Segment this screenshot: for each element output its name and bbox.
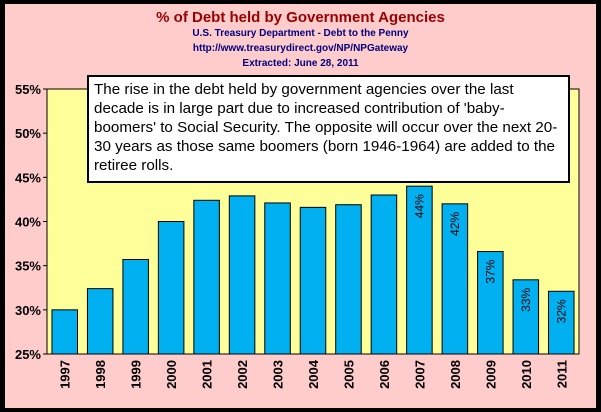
- bar-2005: [335, 204, 362, 355]
- bar-2006: [370, 194, 398, 355]
- bar-2002: [228, 195, 256, 355]
- bar-2004: [299, 206, 327, 355]
- x-tick-label: 2002: [235, 360, 250, 389]
- data-label: 44%: [412, 194, 426, 218]
- source-url: http://www.treasurydirect.gov/NP/NPGatew…: [192, 43, 409, 54]
- x-tick-label: 2007: [412, 360, 427, 389]
- y-tick-label: 55%: [15, 82, 41, 97]
- bar-1999: [122, 258, 149, 355]
- x-tick-label: 2008: [448, 360, 463, 389]
- bar-2011: [547, 290, 575, 355]
- data-label: 33%: [519, 287, 533, 311]
- y-tick-label: 40%: [15, 215, 41, 230]
- x-tick-label: 2000: [164, 360, 179, 389]
- x-tick-label: 1997: [58, 360, 73, 389]
- bar-2000: [157, 221, 185, 355]
- data-label: 37%: [483, 259, 497, 283]
- bar-2007: [406, 185, 433, 355]
- chart-title: % of Debt held by Government Agencies: [156, 9, 445, 26]
- bar-1997: [51, 309, 79, 355]
- source-line-1: U.S. Treasury Department - Debt to the P…: [192, 28, 409, 39]
- x-tick-label: 1999: [129, 360, 144, 389]
- x-tick-label: 1998: [93, 360, 108, 389]
- x-tick-label: 2006: [377, 360, 392, 389]
- x-tick-label: 2003: [271, 360, 286, 389]
- y-tick-label: 25%: [15, 347, 41, 362]
- bar-2008: [441, 203, 469, 355]
- y-tick-label: 50%: [15, 126, 41, 141]
- bar-2003: [264, 202, 291, 355]
- extraction-date: Extracted: June 28, 2011: [242, 58, 359, 69]
- x-tick-label: 2005: [341, 360, 356, 389]
- y-tick-label: 30%: [15, 303, 41, 318]
- bar-2010: [512, 279, 540, 355]
- bar-2009: [477, 251, 504, 355]
- data-label: 42%: [448, 212, 462, 236]
- x-tick-label: 2009: [483, 360, 498, 389]
- bar-2001: [193, 199, 220, 355]
- annotation-box: The rise in the debt held by government …: [87, 75, 570, 183]
- y-tick-label: 35%: [15, 259, 41, 274]
- x-tick-label: 2011: [554, 360, 569, 388]
- x-tick-label: 2004: [306, 359, 321, 389]
- bar-1998: [86, 288, 114, 355]
- x-tick-label: 2010: [519, 360, 534, 389]
- data-label: 32%: [554, 299, 568, 323]
- x-tick-label: 2001: [200, 360, 215, 389]
- y-tick-label: 45%: [15, 170, 41, 185]
